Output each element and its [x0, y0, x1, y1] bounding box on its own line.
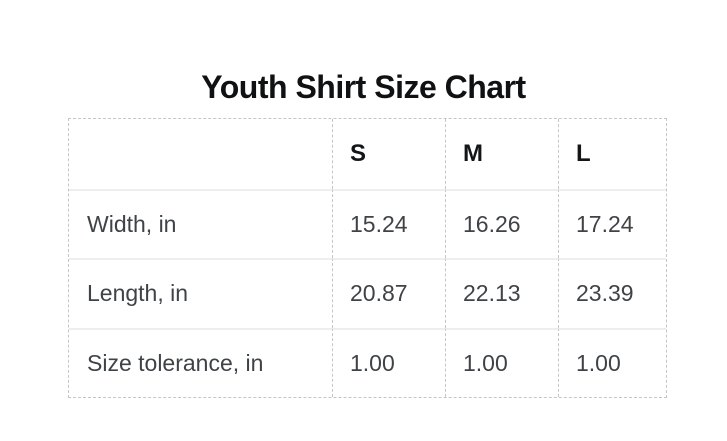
cell-tolerance-s: 1.00	[332, 327, 445, 397]
page-title: Youth Shirt Size Chart	[201, 69, 526, 106]
row-label-width: Width, in	[69, 188, 332, 259]
cell-tolerance-l: 1.00	[558, 327, 666, 397]
row-label-size-tolerance: Size tolerance, in	[69, 327, 332, 398]
cell-length-m: 22.13	[445, 258, 558, 328]
cell-width-l: 17.24	[558, 188, 666, 258]
size-chart-table: S M L Width, in 15.24 16.26 17.24 Length…	[68, 118, 667, 398]
cell-tolerance-m: 1.00	[445, 327, 558, 397]
cell-width-m: 16.26	[445, 188, 558, 258]
cell-length-l: 23.39	[558, 258, 666, 328]
column-header-l: L	[558, 119, 666, 189]
column-header-m: M	[445, 119, 558, 189]
table-corner-cell	[69, 119, 332, 189]
cell-length-s: 20.87	[332, 258, 445, 328]
column-header-s: S	[332, 119, 445, 189]
cell-width-s: 15.24	[332, 188, 445, 258]
row-label-length: Length, in	[69, 258, 332, 328]
